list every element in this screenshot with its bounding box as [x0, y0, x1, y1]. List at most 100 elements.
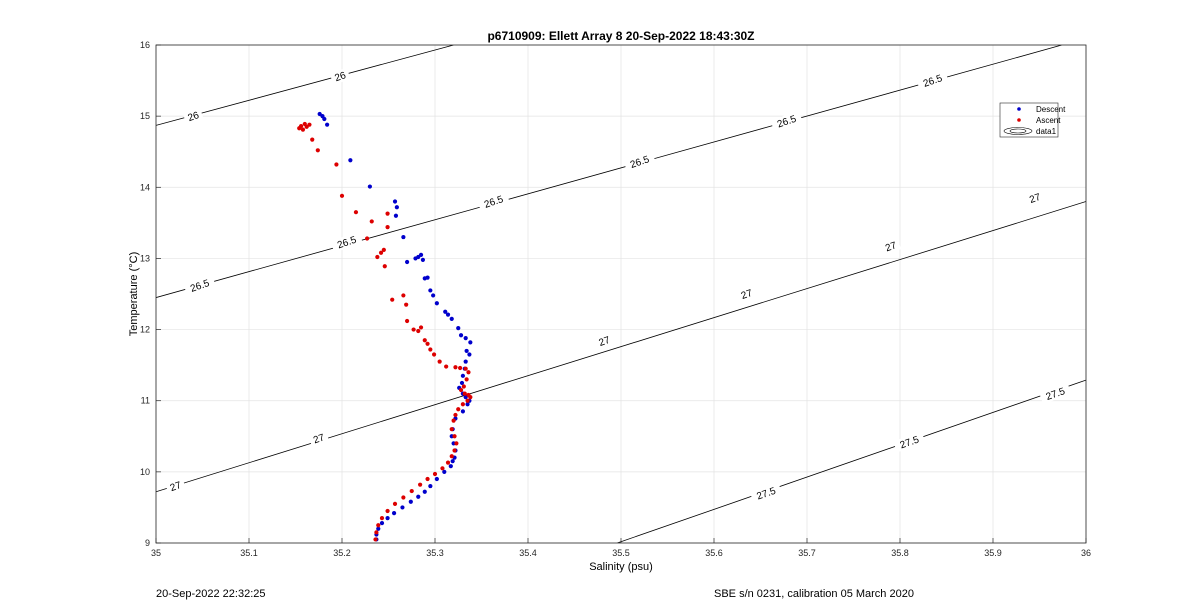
descent-point: [367, 184, 372, 189]
descent-point: [400, 505, 405, 510]
descent-point: [325, 122, 330, 127]
descent-point: [456, 326, 461, 331]
ascent-point: [422, 338, 427, 343]
descent-point: [385, 516, 390, 521]
descent-point: [464, 348, 469, 354]
svg-text:27: 27: [884, 240, 899, 254]
ascent-point: [411, 327, 416, 332]
ascent-point: [451, 418, 456, 423]
x-tick-label: 35.4: [519, 548, 537, 558]
y-tick-label: 11: [141, 396, 150, 406]
descent-point: [422, 489, 427, 494]
contour-label: 27: [593, 332, 615, 350]
y-tick-label: 14: [140, 182, 150, 192]
ascent-point: [425, 341, 430, 346]
legend-contour-icon-inner: [1009, 128, 1027, 134]
y-tick-label: 12: [140, 325, 150, 335]
ascent-point: [463, 366, 468, 371]
svg-text:26: 26: [186, 110, 201, 124]
svg-text:27: 27: [598, 335, 613, 349]
ascent-point: [401, 293, 406, 298]
x-tick-label: 35.3: [426, 548, 444, 558]
ascent-point: [466, 370, 471, 375]
x-tick-label: 35.7: [798, 548, 816, 558]
y-tick-label: 16: [140, 40, 150, 50]
ascent-point: [409, 488, 414, 494]
legend-label-data1: data1: [1036, 127, 1057, 136]
svg-text:27: 27: [1028, 192, 1043, 206]
ascent-point: [401, 495, 406, 500]
descent-point: [393, 213, 399, 218]
descent-point: [379, 520, 385, 526]
y-tick-label: 10: [140, 467, 150, 477]
ascent-point: [445, 460, 451, 465]
ascent-point: [452, 448, 457, 453]
contour-label: 27: [308, 429, 330, 448]
descent-point: [348, 158, 353, 163]
ascent-point: [428, 347, 433, 352]
contour-label: 27: [1024, 189, 1046, 207]
y-axis-label: Temperature (°C): [128, 252, 140, 336]
descent-point: [468, 340, 473, 345]
ascent-point: [458, 387, 464, 393]
ascent-point: [392, 501, 398, 506]
ascent-point: [454, 441, 459, 446]
data-series: [297, 111, 473, 542]
ascent-point: [379, 516, 385, 521]
ascent-point: [460, 402, 465, 407]
descent-point: [428, 483, 433, 489]
svg-text:26: 26: [333, 70, 348, 84]
ascent-point: [404, 302, 409, 307]
ascent-point: [405, 318, 410, 324]
x-tick-label: 35: [151, 548, 161, 558]
ascent-point: [458, 365, 463, 371]
x-axis-label: Salinity (psu): [589, 561, 653, 573]
descent-point: [450, 459, 455, 464]
descent-point: [443, 309, 448, 314]
ascent-point: [385, 211, 390, 216]
y-tick-label: 15: [140, 111, 150, 121]
descent-point: [442, 469, 447, 474]
descent-point: [463, 359, 468, 364]
ascent-point: [310, 137, 315, 142]
x-tick-label: 35.5: [612, 548, 630, 558]
ascent-point: [385, 508, 390, 514]
ascent-point: [461, 384, 466, 389]
descent-point: [322, 116, 327, 122]
descent-point: [416, 494, 421, 499]
x-tick-label: 36: [1081, 548, 1091, 558]
ascent-point: [440, 466, 445, 471]
ascent-point: [381, 247, 386, 252]
ascent-point: [418, 482, 423, 487]
ascent-point: [416, 328, 421, 334]
contour-label: 26: [182, 107, 204, 125]
descent-point: [431, 293, 436, 298]
descent-point: [428, 288, 433, 293]
legend-label-descent: Descent: [1036, 105, 1066, 114]
ascent-point: [431, 352, 437, 357]
x-tick-label: 35.8: [891, 548, 909, 558]
descent-point: [434, 301, 439, 306]
ascent-point: [353, 210, 359, 215]
descent-point: [460, 373, 465, 378]
ascent-point: [456, 407, 461, 412]
x-tick-label: 35.6: [705, 548, 723, 558]
ascent-point: [334, 162, 339, 167]
legend-box: [999, 102, 1059, 138]
ascent-point: [390, 297, 395, 302]
ascent-point: [425, 476, 430, 482]
ascent-point: [449, 454, 454, 459]
descent-point: [460, 409, 465, 414]
ascent-point: [444, 364, 449, 369]
chart-title: p6710909: Ellett Array 8 20-Sep-2022 18:…: [487, 29, 754, 43]
legend[interactable]: Descent Ascent data1: [999, 102, 1066, 138]
descent-point: [463, 336, 468, 341]
descent-point: [392, 199, 398, 204]
ascent-point: [382, 264, 387, 269]
footer-calibration: SBE s/n 0231, calibration 05 March 2020: [714, 588, 914, 600]
ascent-point: [437, 359, 442, 364]
ascent-point: [373, 537, 378, 542]
descent-point: [449, 316, 454, 321]
ascent-point: [465, 398, 470, 403]
